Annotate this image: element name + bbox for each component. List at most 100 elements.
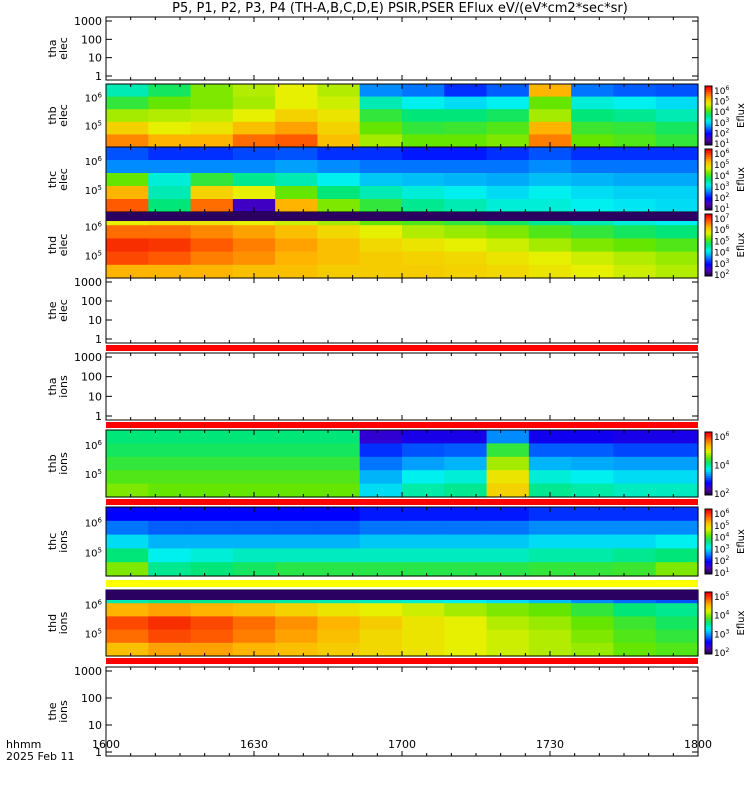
heatmap-cell	[106, 548, 149, 563]
heatmap-cell	[106, 456, 149, 471]
colorbar-cell	[705, 86, 712, 89]
heatmap-cell	[528, 507, 572, 522]
noise-band	[106, 212, 698, 221]
colorbar-cell	[705, 528, 712, 532]
colorbar-cell	[705, 173, 712, 176]
heatmap-cell	[655, 96, 699, 110]
colorbar-frame	[704, 508, 713, 575]
colorbar-cell	[705, 189, 712, 193]
heatmap-cell	[106, 84, 149, 98]
heatmap-cell	[486, 134, 530, 148]
heatmap-cell	[528, 199, 572, 213]
y-tick-label: 1000	[74, 351, 102, 364]
colorbar-cell	[705, 616, 712, 620]
heatmap-cell	[486, 121, 530, 135]
heatmap-cell	[190, 173, 234, 187]
heatmap-cell	[232, 238, 276, 253]
colorbar-cell	[705, 193, 712, 197]
heatmap-cell	[613, 629, 657, 644]
colorbar-tick-label: 102	[714, 269, 729, 281]
heatmap-cell	[571, 470, 615, 485]
heatmap-cell	[275, 84, 319, 98]
heatmap-cell	[232, 642, 276, 657]
heatmap-cell	[317, 534, 361, 549]
y-tick-label: 1	[95, 333, 102, 346]
heatmap-cell	[317, 456, 361, 471]
heatmap-cell	[232, 470, 276, 485]
heatmap-cell	[106, 470, 149, 485]
colorbar-cell	[705, 129, 712, 132]
heatmap-cell	[528, 562, 572, 577]
heatmap-cell	[317, 96, 361, 110]
saturated-band	[106, 658, 698, 664]
panel-label-species: elec	[57, 234, 70, 257]
heatmap-cell	[359, 173, 403, 187]
colorbar-cell	[705, 187, 712, 191]
heatmap-cell	[232, 84, 276, 98]
heatmap-cell	[317, 225, 361, 239]
heatmap-cell	[402, 186, 445, 200]
heatmap-cell	[232, 430, 276, 444]
heatmap-cell	[359, 520, 403, 536]
heatmap-cell	[317, 507, 361, 522]
panel-label-species: ions	[57, 700, 70, 723]
heatmap-cell	[402, 96, 445, 110]
heatmap-cell	[444, 642, 488, 657]
heatmap-cell	[655, 264, 699, 279]
heatmap-cell	[486, 251, 530, 266]
heatmap-cell	[190, 470, 234, 485]
heatmap-cell	[444, 483, 488, 498]
heatmap-cell	[190, 84, 234, 98]
y-tick-label: 105	[85, 547, 102, 560]
colorbar-cell	[705, 461, 712, 464]
heatmap-cell	[317, 147, 361, 161]
heatmap-cell	[317, 629, 361, 644]
heatmap-cell	[317, 238, 361, 253]
heatmap-cell	[402, 603, 445, 617]
heatmap-cell	[655, 534, 699, 549]
heatmap-cell	[528, 121, 572, 135]
heatmap-cell	[148, 238, 192, 253]
colorbar-cell	[705, 517, 712, 521]
heatmap-cell	[359, 534, 403, 549]
heatmap-cell	[444, 430, 488, 444]
heatmap-cell	[106, 430, 149, 444]
panel-label-probe: thd	[46, 236, 59, 254]
colorbar-cell	[705, 629, 712, 632]
heatmap-cell	[486, 642, 530, 657]
plot-title: P5, P1, P2, P3, P4 (TH-A,B,C,D,E) PSIR,P…	[172, 1, 628, 16]
heatmap-cell	[486, 173, 530, 187]
colorbar-cell	[705, 216, 712, 219]
heatmap-cell	[528, 456, 572, 471]
heatmap-cell	[571, 603, 615, 617]
heatmap-cell	[486, 160, 530, 174]
heatmap-cell	[613, 642, 657, 657]
heatmap-cell	[655, 507, 699, 522]
heatmap-cell	[655, 109, 699, 123]
colorbar-title: Eflux	[736, 529, 747, 554]
heatmap-cell	[486, 84, 530, 98]
heatmap-cell	[190, 629, 234, 644]
heatmap-cell	[528, 520, 572, 536]
heatmap-cell	[613, 603, 657, 617]
heatmap-cell	[275, 456, 319, 471]
colorbar-cell	[705, 257, 712, 260]
heatmap-cell	[148, 264, 192, 279]
heatmap-cell	[528, 616, 572, 631]
y-tick-label: 106	[85, 92, 103, 105]
heatmap-cell	[190, 147, 234, 161]
heatmap-cell	[444, 470, 488, 485]
heatmap-cell	[317, 548, 361, 563]
colorbar-tick-label: 102	[714, 127, 729, 139]
heatmap-cell	[613, 134, 657, 148]
colorbar-cell	[705, 612, 712, 616]
heatmap-cell	[359, 160, 403, 174]
heatmap-cell	[190, 225, 234, 239]
heatmap-cell	[613, 251, 657, 266]
heatmap-cell	[275, 225, 319, 239]
heatmap-cell	[613, 520, 657, 536]
footer-date-label: 2025 Feb 11	[6, 750, 75, 763]
colorbar-cell	[705, 488, 712, 492]
heatmap-cell	[106, 121, 149, 135]
heatmap-cell	[655, 238, 699, 253]
